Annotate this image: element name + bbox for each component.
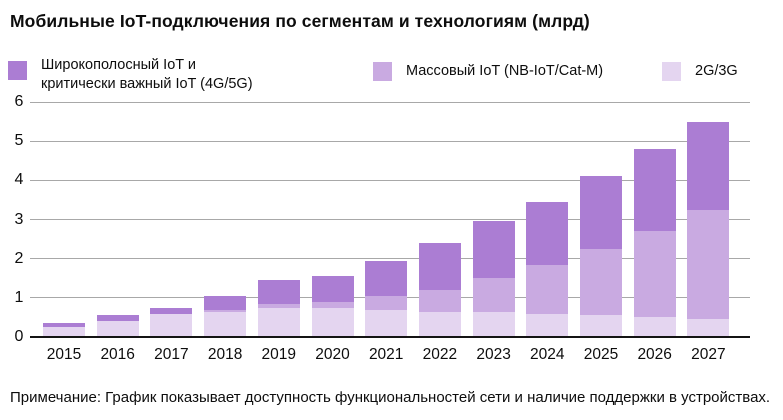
x-tick-label-2018: 2018 bbox=[207, 346, 243, 363]
legend-item-massive-iot: Массовый IoT (NB-IoT/Cat-M) bbox=[373, 62, 603, 81]
bar-segment-massive-2024 bbox=[526, 264, 569, 314]
bar-segment-legacy_2g3g-2024 bbox=[526, 313, 569, 337]
x-tick-label-2025: 2025 bbox=[583, 346, 619, 363]
bar-segment-broadband_critical-2022 bbox=[418, 243, 461, 291]
gridline-y-4 bbox=[30, 179, 750, 181]
x-tick-label-2015: 2015 bbox=[46, 346, 82, 363]
bar-segment-massive-2021 bbox=[365, 295, 408, 310]
bar-2027 bbox=[687, 121, 730, 337]
bar-segment-legacy_2g3g-2015 bbox=[43, 327, 85, 337]
x-tick-label-2027: 2027 bbox=[691, 346, 726, 363]
x-tick-label-2016: 2016 bbox=[100, 346, 135, 363]
x-tick-label-2021: 2021 bbox=[368, 346, 404, 363]
y-tick-label-5: 5 bbox=[14, 132, 24, 150]
bar-segment-legacy_2g3g-2023 bbox=[472, 311, 515, 337]
x-axis-line bbox=[30, 336, 750, 338]
bar-segment-broadband_critical-2015 bbox=[43, 323, 85, 328]
bar-segment-massive-2026 bbox=[633, 231, 676, 318]
plot-area bbox=[30, 101, 750, 338]
bar-segment-massive-2019 bbox=[257, 303, 300, 308]
bar-2024 bbox=[526, 201, 569, 337]
legend-item-2g-3g: 2G/3G bbox=[662, 62, 738, 81]
bar-segment-legacy_2g3g-2026 bbox=[633, 317, 676, 337]
bar-segment-legacy_2g3g-2027 bbox=[687, 319, 730, 337]
bar-2016 bbox=[96, 315, 139, 337]
y-tick-label-1: 1 bbox=[14, 288, 24, 306]
gridline-y-6 bbox=[30, 101, 750, 103]
bar-segment-massive-2020 bbox=[311, 301, 354, 308]
x-tick-label-2019: 2019 bbox=[261, 346, 297, 363]
bar-segment-broadband_critical-2023 bbox=[472, 221, 515, 279]
bar-segment-massive-2027 bbox=[687, 209, 730, 320]
y-tick-label-0: 0 bbox=[14, 328, 24, 345]
bar-segment-broadband_critical-2026 bbox=[633, 149, 676, 232]
legend-swatch-2g-3g bbox=[662, 62, 681, 81]
x-tick-label-2026: 2026 bbox=[637, 346, 672, 363]
bar-segment-broadband_critical-2027 bbox=[687, 121, 730, 210]
bar-segment-legacy_2g3g-2020 bbox=[311, 307, 354, 337]
bar-2025 bbox=[580, 176, 622, 337]
bar-segment-broadband_critical-2020 bbox=[311, 276, 354, 302]
legend-swatch-massive-iot bbox=[373, 62, 392, 81]
bar-segment-broadband_critical-2024 bbox=[526, 201, 569, 265]
bar-segment-broadband_critical-2017 bbox=[150, 307, 193, 314]
bar-segment-broadband_critical-2021 bbox=[365, 260, 408, 296]
bar-2023 bbox=[472, 221, 515, 337]
bar-segment-broadband_critical-2025 bbox=[580, 176, 622, 249]
gridline-y-3 bbox=[30, 219, 750, 220]
legend-label-line2: критически важный IoT (4G/5G) bbox=[41, 76, 253, 92]
bar-segment-massive-2023 bbox=[472, 278, 515, 312]
chart-title: Мобильные IoT-подключения по сегментам и… bbox=[10, 11, 590, 31]
legend-label-2g-3g: 2G/3G bbox=[695, 63, 738, 79]
bar-segment-legacy_2g3g-2017 bbox=[150, 313, 193, 337]
x-tick-label-2024: 2024 bbox=[530, 346, 565, 363]
legend-swatch-broadband-critical-iot bbox=[8, 61, 27, 80]
bar-2017 bbox=[150, 307, 193, 337]
bar-2020 bbox=[311, 276, 354, 337]
x-tick-label-2022: 2022 bbox=[422, 346, 458, 363]
bar-segment-massive-2018 bbox=[204, 309, 247, 312]
bar-segment-broadband_critical-2018 bbox=[204, 295, 247, 310]
bar-segment-legacy_2g3g-2016 bbox=[96, 321, 139, 337]
y-tick-label-6: 6 bbox=[14, 93, 24, 110]
legend-label-broadband-critical-iot: Широкополосный IoT и критически важный I… bbox=[41, 56, 253, 94]
bar-segment-legacy_2g3g-2022 bbox=[418, 311, 461, 337]
x-tick-label-2023: 2023 bbox=[476, 346, 511, 363]
bar-segment-massive-2025 bbox=[580, 248, 622, 316]
bar-2015 bbox=[43, 323, 85, 337]
bar-2018 bbox=[204, 295, 247, 337]
footnote: Примечание: График показывает доступност… bbox=[10, 389, 771, 406]
bar-2019 bbox=[257, 280, 300, 337]
bar-segment-massive-2022 bbox=[418, 290, 461, 312]
bar-segment-legacy_2g3g-2019 bbox=[257, 307, 300, 337]
x-tick-label-2017: 2017 bbox=[154, 346, 189, 363]
bar-segment-legacy_2g3g-2021 bbox=[365, 309, 408, 337]
bar-segment-broadband_critical-2016 bbox=[96, 315, 139, 322]
gridline-y-2 bbox=[30, 258, 750, 260]
bar-segment-legacy_2g3g-2018 bbox=[204, 311, 247, 337]
y-tick-label-4: 4 bbox=[14, 171, 24, 189]
y-tick-label-2: 2 bbox=[14, 249, 24, 267]
gridline-y-5 bbox=[30, 140, 750, 142]
bar-2026 bbox=[633, 149, 676, 337]
bar-2021 bbox=[365, 260, 408, 337]
bar-segment-legacy_2g3g-2025 bbox=[580, 315, 622, 337]
bar-segment-broadband_critical-2019 bbox=[257, 280, 300, 304]
legend-label-line1: Широкополосный IoT и bbox=[41, 57, 196, 73]
bar-2022 bbox=[418, 243, 461, 337]
y-tick-label-3: 3 bbox=[14, 210, 24, 228]
x-tick-label-2020: 2020 bbox=[315, 346, 350, 363]
legend-item-broadband-critical-iot: Широкополосный IoT и критически важный I… bbox=[8, 56, 253, 94]
legend-label-massive-iot: Массовый IoT (NB-IoT/Cat-M) bbox=[406, 63, 604, 79]
